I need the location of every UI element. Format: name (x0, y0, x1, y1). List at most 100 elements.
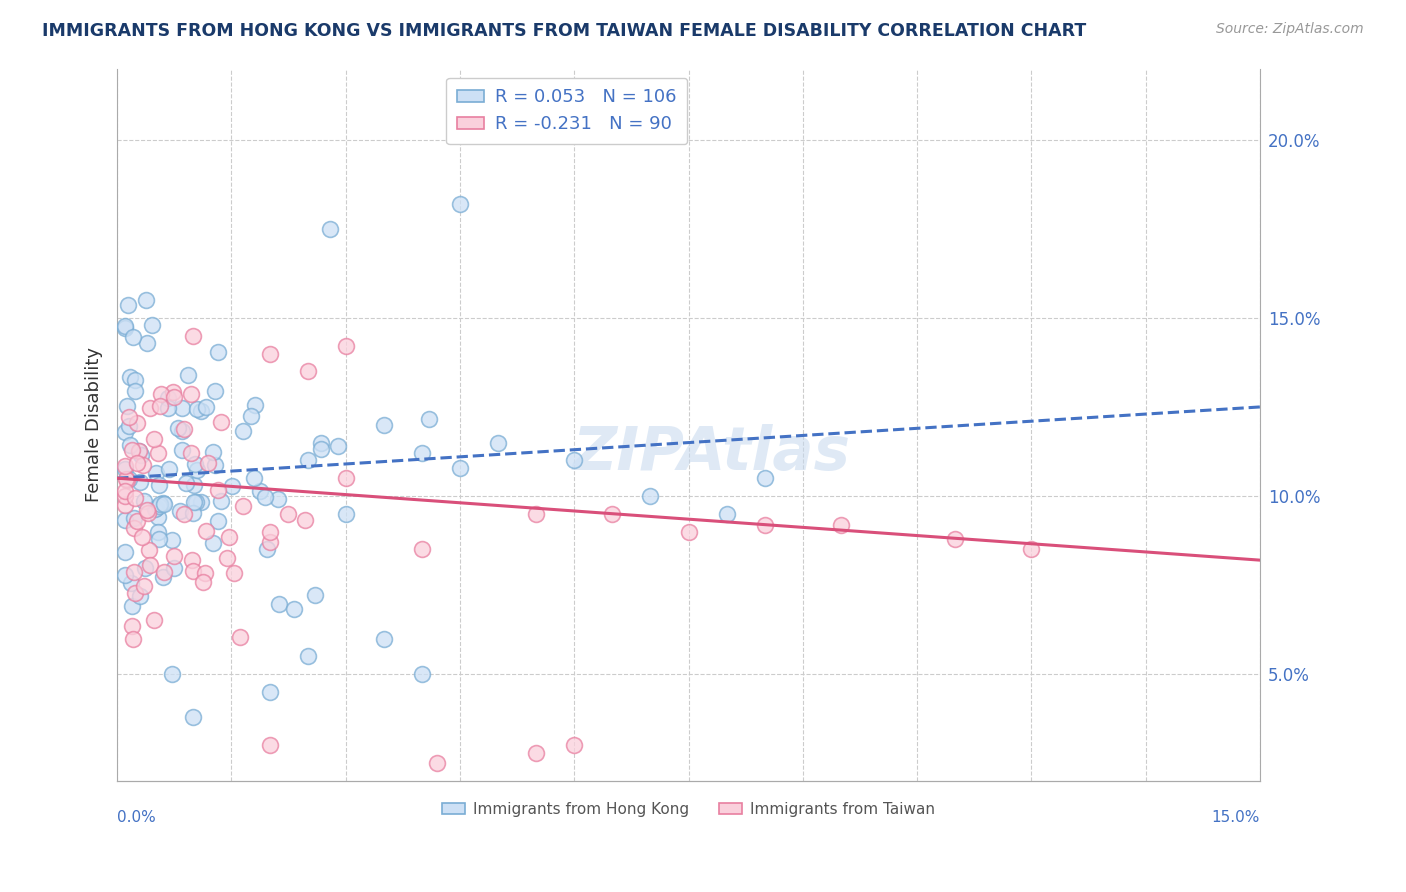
Point (153, 566, 176, 580)
Point (131, 530, 153, 544)
Point (195, 400, 218, 414)
Point (207, 514, 229, 528)
Point (121, 329, 143, 343)
Point (335, 507, 357, 521)
Point (191, 575, 214, 590)
Point (117, 473, 139, 487)
Point (132, 494, 155, 508)
Point (174, 476, 197, 491)
Point (194, 524, 217, 539)
Point (118, 437, 141, 451)
Point (172, 401, 194, 415)
Point (117, 298, 139, 312)
Point (524, 746, 547, 760)
Point (267, 597, 290, 611)
Point (181, 564, 204, 578)
Point (256, 541, 278, 556)
Point (121, 443, 143, 458)
Point (411, 446, 433, 460)
Point (169, 504, 191, 518)
Point (283, 602, 305, 616)
Point (128, 444, 150, 458)
Point (297, 649, 319, 664)
Point (162, 385, 184, 400)
Point (678, 524, 700, 539)
Point (181, 553, 204, 567)
Point (173, 507, 195, 521)
Point (209, 493, 232, 508)
Point (121, 619, 143, 633)
Point (149, 399, 172, 413)
Point (120, 576, 142, 591)
Point (602, 507, 624, 521)
Point (115, 474, 138, 488)
Point (149, 387, 172, 401)
Point (184, 457, 207, 471)
Point (134, 560, 156, 574)
Point (239, 409, 262, 424)
Point (297, 364, 319, 378)
Point (114, 513, 136, 527)
Point (201, 536, 224, 550)
Point (524, 507, 547, 521)
Point (209, 415, 232, 429)
Point (173, 422, 195, 436)
Point (373, 632, 395, 646)
Point (135, 502, 157, 516)
Point (204, 458, 226, 472)
Point (121, 632, 143, 646)
Point (114, 499, 136, 513)
Point (486, 435, 509, 450)
Point (326, 440, 349, 454)
Point (190, 404, 212, 418)
Point (148, 478, 170, 492)
Point (180, 386, 202, 401)
Point (183, 495, 205, 509)
Point (138, 542, 160, 557)
Point (157, 391, 180, 405)
Point (186, 401, 208, 416)
Point (373, 417, 395, 432)
Point (118, 419, 141, 434)
Point (249, 484, 271, 499)
Point (148, 445, 170, 459)
Point (148, 510, 170, 524)
Point (124, 491, 146, 505)
Point (163, 561, 186, 575)
Point (129, 475, 152, 490)
Point (148, 524, 170, 539)
Point (222, 566, 245, 580)
Point (152, 570, 174, 584)
Point (243, 398, 266, 412)
Point (124, 510, 146, 524)
Point (139, 558, 162, 572)
Point (124, 384, 146, 399)
Point (136, 506, 159, 520)
Point (426, 756, 449, 771)
Point (125, 416, 148, 430)
Point (163, 390, 186, 404)
Point (754, 471, 776, 485)
Point (142, 613, 165, 627)
Point (152, 497, 174, 511)
Point (124, 586, 146, 600)
Point (259, 524, 281, 539)
Point (411, 542, 433, 557)
Point (142, 432, 165, 446)
Point (141, 318, 163, 332)
Point (115, 400, 138, 414)
Point (411, 667, 433, 681)
Point (217, 551, 239, 566)
Point (114, 321, 136, 335)
Point (114, 568, 136, 582)
Point (170, 443, 193, 458)
Point (135, 293, 157, 307)
Point (124, 521, 146, 535)
Point (162, 533, 184, 547)
Point (114, 545, 136, 559)
Point (716, 507, 738, 521)
Point (232, 425, 254, 439)
Point (134, 579, 156, 593)
Point (229, 630, 252, 644)
Point (449, 460, 471, 475)
